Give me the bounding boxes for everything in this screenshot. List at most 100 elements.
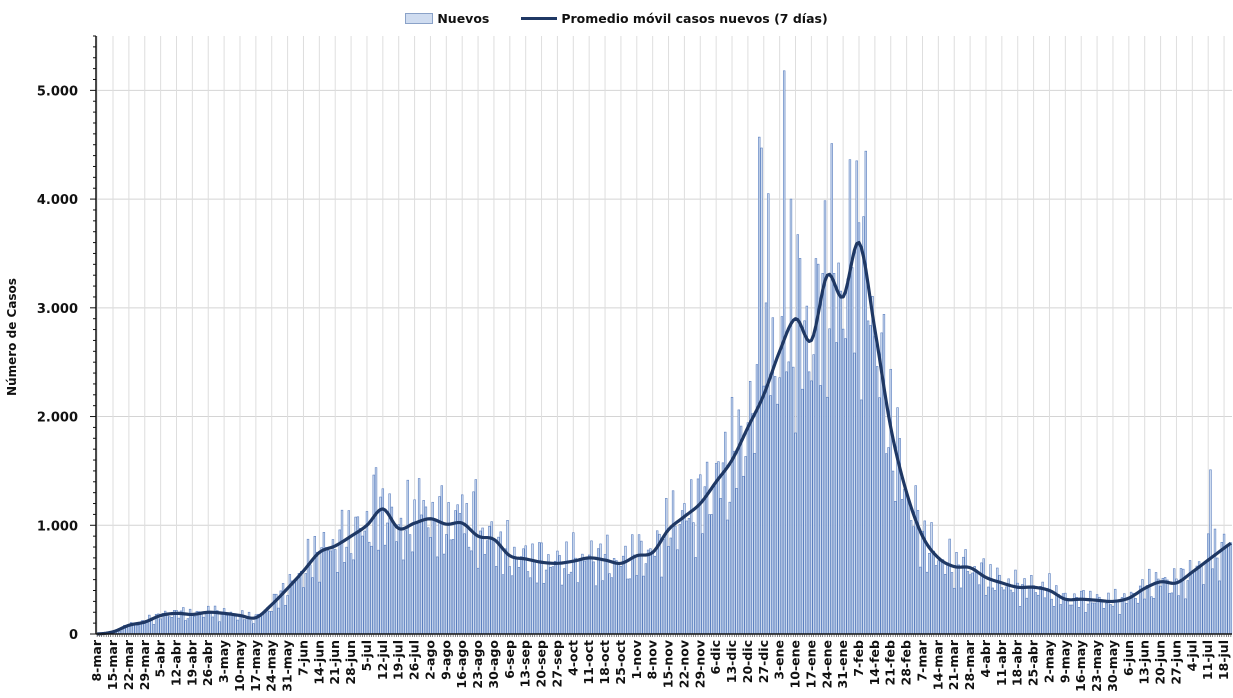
x-tick-label: 25-oct: [613, 640, 628, 685]
x-tick-label: 4-abr: [978, 639, 993, 677]
bar-nuevos: [1145, 585, 1149, 635]
bar-nuevos: [957, 564, 960, 635]
bar-nuevos: [581, 553, 584, 635]
bar-nuevos: [665, 498, 668, 635]
bar-nuevos: [1009, 589, 1013, 635]
bar-nuevos: [714, 463, 718, 635]
bar-nuevos: [839, 290, 843, 635]
bar-nuevos: [708, 514, 711, 635]
bar-nuevos: [1091, 602, 1094, 635]
bar-nuevos: [585, 559, 589, 635]
bar-nuevos: [363, 530, 366, 635]
bar-nuevos: [1048, 573, 1051, 635]
x-tick-label: 14-jun: [311, 640, 326, 685]
bar-nuevos: [712, 486, 716, 635]
x-tick-label: 8-mar: [89, 639, 104, 681]
bar-nuevos: [386, 522, 389, 635]
bar-nuevos: [1111, 605, 1115, 635]
bar-nuevos: [488, 525, 491, 635]
bar-nuevos: [544, 569, 548, 635]
legend-bar-swatch: [405, 12, 434, 24]
bar-nuevos: [481, 527, 484, 635]
bar-nuevos: [440, 485, 443, 635]
bar-nuevos: [218, 621, 221, 635]
bar-nuevos: [547, 554, 550, 635]
bar-nuevos: [685, 520, 688, 635]
x-tick-label: 19-abr: [184, 639, 199, 686]
bar-nuevos: [1229, 542, 1233, 635]
x-tick-label: 31-ene: [835, 640, 850, 688]
bar-nuevos: [1170, 592, 1174, 635]
bar-nuevos: [508, 566, 511, 635]
bar-nuevos: [1050, 598, 1053, 635]
bar-nuevos: [934, 565, 938, 635]
bar-nuevos: [1148, 568, 1151, 635]
bar-nuevos: [1082, 590, 1085, 635]
bar-nuevos: [268, 610, 271, 635]
bar-nuevos: [830, 143, 833, 635]
bar-nuevos: [549, 566, 552, 635]
bar-nuevos: [220, 612, 224, 635]
bar-nuevos: [540, 542, 543, 635]
bar-nuevos: [565, 541, 568, 635]
bar-nuevos: [1168, 593, 1171, 635]
bar-nuevos: [608, 573, 611, 635]
x-tick-label: 3-may: [216, 640, 231, 683]
bar-nuevos: [1098, 596, 1101, 635]
bar-nuevos: [295, 577, 298, 635]
legend-item-bars[interactable]: Nuevos: [405, 11, 489, 26]
bar-nuevos: [1084, 612, 1087, 635]
bar-nuevos: [379, 496, 382, 635]
bar-nuevos: [801, 388, 804, 635]
bar-nuevos: [667, 546, 670, 635]
bar-nuevos: [660, 576, 663, 635]
bar-nuevos: [692, 522, 695, 635]
x-tick-label: 15-mar: [105, 639, 120, 690]
bar-nuevos: [166, 613, 169, 635]
x-tick-label: 16-ago: [454, 640, 469, 689]
bar-nuevos: [733, 450, 736, 635]
legend-item-line[interactable]: Promedio móvil casos nuevos (7 días): [521, 11, 828, 26]
bar-nuevos: [896, 407, 899, 635]
x-tick-label: 7-feb: [851, 640, 866, 677]
bar-nuevos: [597, 548, 600, 635]
bar-nuevos: [1034, 592, 1038, 635]
x-tick-label: 14-feb: [867, 640, 882, 685]
bar-nuevos: [442, 553, 446, 635]
bar-nuevos: [624, 545, 627, 635]
bar-nuevos: [513, 546, 516, 635]
bar-nuevos: [724, 431, 727, 635]
bar-nuevos: [533, 560, 536, 635]
bar-nuevos: [293, 582, 296, 635]
bar-nuevos: [964, 549, 967, 635]
bar-nuevos: [247, 611, 251, 635]
bar-nuevos: [966, 571, 970, 635]
bar-nuevos: [529, 577, 532, 635]
bar-nuevos: [372, 474, 375, 635]
bar-nuevos: [626, 578, 629, 635]
x-tick-label: 10-may: [232, 640, 247, 692]
bar-nuevos: [701, 533, 704, 635]
bar-nuevos: [136, 625, 140, 635]
x-tick-label: 7-mar: [914, 639, 929, 681]
x-tick-label: 3-ene: [772, 640, 787, 680]
bar-nuevos: [449, 539, 453, 635]
bar-nuevos: [953, 587, 956, 635]
bar-nuevos: [1211, 568, 1214, 635]
bar-nuevos: [485, 540, 489, 635]
bar-nuevos: [211, 616, 214, 635]
bar-nuevos: [669, 537, 672, 635]
bar-nuevos: [365, 511, 369, 635]
x-tick-label: 12-jul: [375, 640, 390, 680]
x-tick-label: 28-mar: [962, 639, 977, 690]
bar-nuevos: [962, 556, 965, 635]
bar-nuevos: [873, 335, 877, 635]
x-tick-label: 10-ene: [788, 640, 803, 688]
bar-nuevos: [125, 627, 128, 635]
bar-nuevos: [1116, 600, 1119, 635]
bar-nuevos: [785, 371, 788, 635]
bar-nuevos: [925, 571, 929, 635]
bar-nuevos: [855, 160, 858, 635]
bar-nuevos: [517, 567, 521, 635]
bar-nuevos: [574, 557, 577, 635]
